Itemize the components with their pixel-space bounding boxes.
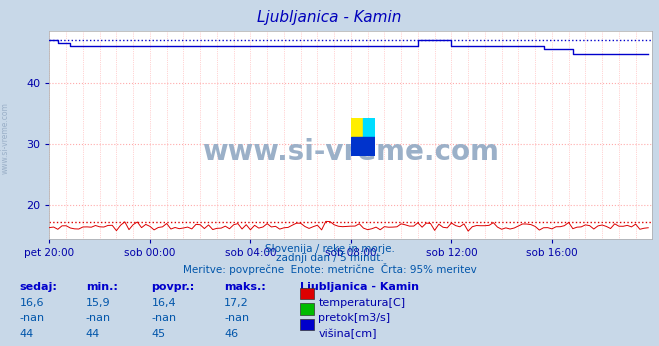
Bar [363, 118, 375, 137]
Text: www.si-vreme.com: www.si-vreme.com [1, 102, 10, 174]
Text: 44: 44 [86, 329, 100, 339]
Text: -nan: -nan [20, 313, 45, 323]
Text: 44: 44 [20, 329, 34, 339]
Text: maks.:: maks.: [224, 282, 266, 292]
Text: višina[cm]: višina[cm] [318, 329, 377, 339]
Text: 16,6: 16,6 [20, 298, 44, 308]
Text: -nan: -nan [224, 313, 249, 323]
Text: 16,4: 16,4 [152, 298, 176, 308]
Text: 15,9: 15,9 [86, 298, 110, 308]
Text: Meritve: povprečne  Enote: metrične  Črta: 95% meritev: Meritve: povprečne Enote: metrične Črta:… [183, 263, 476, 275]
Text: povpr.:: povpr.: [152, 282, 195, 292]
Bar [351, 137, 363, 156]
Text: temperatura[C]: temperatura[C] [318, 298, 405, 308]
Text: -nan: -nan [152, 313, 177, 323]
Text: www.si-vreme.com: www.si-vreme.com [202, 138, 500, 165]
Text: 46: 46 [224, 329, 238, 339]
Text: 45: 45 [152, 329, 165, 339]
Text: zadnji dan / 5 minut.: zadnji dan / 5 minut. [275, 253, 384, 263]
Text: Slovenija / reke in morje.: Slovenija / reke in morje. [264, 244, 395, 254]
Text: -nan: -nan [86, 313, 111, 323]
Text: min.:: min.: [86, 282, 117, 292]
Text: 17,2: 17,2 [224, 298, 249, 308]
Bar [351, 118, 363, 137]
Text: Ljubljanica - Kamin: Ljubljanica - Kamin [257, 10, 402, 25]
Text: pretok[m3/s]: pretok[m3/s] [318, 313, 390, 323]
Text: Ljubljanica - Kamin: Ljubljanica - Kamin [300, 282, 419, 292]
Bar [363, 137, 375, 156]
Text: sedaj:: sedaj: [20, 282, 57, 292]
